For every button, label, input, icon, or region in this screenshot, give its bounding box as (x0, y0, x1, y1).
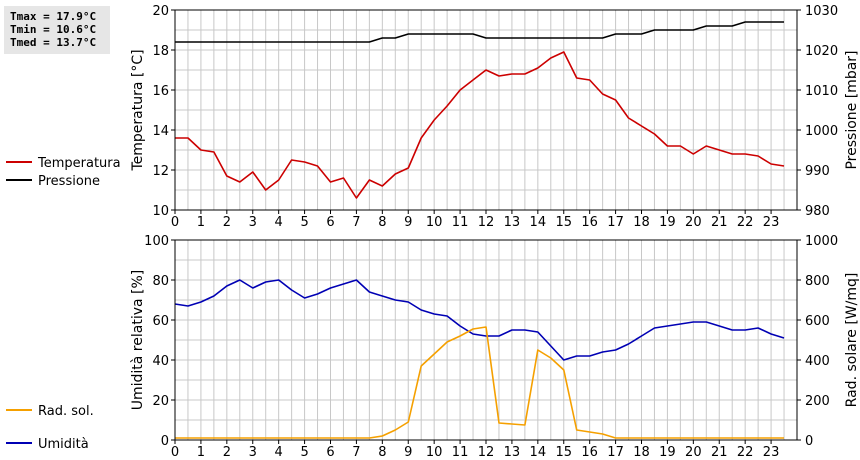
y-tick-label: 10 (152, 204, 169, 219)
series-line-temperatura (175, 51, 785, 199)
y-tick-label: 18 (152, 44, 169, 59)
x-tick-label: 0 (171, 215, 179, 230)
x-tick-label: 23 (763, 445, 780, 460)
y2-tick-label: 990 (805, 164, 830, 179)
x-tick-label: 0 (171, 445, 179, 460)
y-tick-label: 20 (152, 4, 169, 19)
y-tick-label: 40 (152, 354, 169, 369)
x-tick-label: 9 (404, 445, 412, 460)
legends: Temperatura Pressione Umidità Rad. sol. (6, 156, 121, 452)
stats-box: Tmax = 17.9°C Tmin = 10.6°C Tmed = 13.7°… (4, 6, 110, 54)
y-tick-label: 60 (152, 314, 169, 329)
humidity-radiation-panel: 0 1 2 3 4 5 6 7 8 9 10 11 12 13 14 15 16 17 18 19 20 21 22 2302… (130, 234, 860, 460)
x-tick-label: 4 (275, 215, 283, 230)
x-tick-label: 1 (197, 215, 205, 230)
x-tick-label: 4 (275, 445, 283, 460)
legend-label: Rad. sol. (38, 404, 94, 419)
y-tick-label: 16 (152, 84, 169, 99)
y2-tick-label: 980 (805, 204, 830, 219)
x-tick-label: 15 (555, 215, 572, 230)
x-tick-label: 19 (659, 215, 676, 230)
y2-tick-label: 1020 (805, 44, 838, 59)
legend-label: Umidità (38, 437, 89, 452)
x-tick-label: 5 (300, 215, 308, 230)
x-tick-label: 7 (352, 215, 360, 230)
x-tick-label: 21 (711, 215, 728, 230)
series-line-rad-sol- (175, 326, 784, 439)
stats-tmin: Tmin = 10.6°C (10, 23, 97, 36)
x-tick-label: 5 (300, 445, 308, 460)
x-tick-label: 10 (426, 215, 443, 230)
x-tick-label: 15 (555, 445, 572, 460)
y2-tick-label: 1010 (805, 84, 838, 99)
y2-tick-label: 1000 (805, 124, 838, 139)
x-tick-label: 18 (633, 445, 650, 460)
x-tick-label: 12 (478, 445, 495, 460)
y2-axis-label: Rad. solare [W/mq] (844, 273, 860, 408)
x-tick-label: 22 (737, 445, 754, 460)
y-axis-label: Temperatura [°C] (130, 49, 146, 171)
x-tick-label: 2 (223, 215, 231, 230)
x-tick-label: 16 (581, 215, 598, 230)
series-line-pressione (175, 21, 784, 43)
y2-axis-label: Pressione [mbar] (844, 50, 860, 169)
x-tick-label: 17 (607, 445, 624, 460)
y-tick-label: 14 (152, 124, 169, 139)
x-tick-label: 14 (530, 215, 547, 230)
y2-tick-label: 1000 (805, 234, 838, 249)
x-tick-label: 8 (378, 215, 386, 230)
y-tick-label: 12 (152, 164, 169, 179)
x-tick-label: 18 (633, 215, 650, 230)
y2-tick-label: 600 (805, 314, 830, 329)
x-tick-label: 13 (504, 215, 521, 230)
x-tick-label: 20 (685, 215, 702, 230)
stats-tmax: Tmax = 17.9°C (10, 10, 97, 23)
x-tick-label: 16 (581, 445, 598, 460)
y2-tick-label: 0 (805, 434, 813, 449)
x-tick-label: 20 (685, 445, 702, 460)
x-tick-label: 6 (326, 215, 334, 230)
x-tick-label: 3 (249, 215, 257, 230)
x-tick-label: 14 (530, 445, 547, 460)
x-tick-label: 12 (478, 215, 495, 230)
x-tick-label: 21 (711, 445, 728, 460)
x-tick-label: 6 (326, 445, 334, 460)
y-axis-label: Umidità relativa [%] (130, 270, 146, 411)
x-tick-label: 1 (197, 445, 205, 460)
x-tick-label: 9 (404, 215, 412, 230)
y2-tick-label: 400 (805, 354, 830, 369)
y-tick-label: 100 (144, 234, 169, 249)
legend-label: Pressione (38, 174, 100, 189)
x-tick-label: 3 (249, 445, 257, 460)
x-tick-label: 11 (452, 445, 469, 460)
x-tick-label: 10 (426, 445, 443, 460)
legend-label: Temperatura (37, 156, 121, 171)
x-tick-label: 8 (378, 445, 386, 460)
series-line-umidit- (174, 279, 785, 361)
y2-tick-label: 200 (805, 394, 830, 409)
stats-tmed: Tmed = 13.7°C (10, 36, 97, 49)
x-tick-label: 7 (352, 445, 360, 460)
x-tick-label: 11 (452, 215, 469, 230)
y-tick-label: 80 (152, 274, 169, 289)
x-tick-label: 23 (763, 215, 780, 230)
x-tick-label: 13 (504, 445, 521, 460)
y-tick-label: 20 (152, 394, 169, 409)
temperature-pressure-panel: 0 1 2 3 4 5 6 7 8 9 10 11 12 13 14 15 16 17 18 19 20 21 22 2310… (130, 4, 860, 230)
x-tick-label: 19 (659, 445, 676, 460)
y2-tick-label: 1030 (805, 4, 838, 19)
x-tick-label: 22 (737, 215, 754, 230)
y-tick-label: 0 (161, 434, 169, 449)
y2-tick-label: 800 (805, 274, 830, 289)
x-tick-label: 2 (223, 445, 231, 460)
x-tick-label: 17 (607, 215, 624, 230)
